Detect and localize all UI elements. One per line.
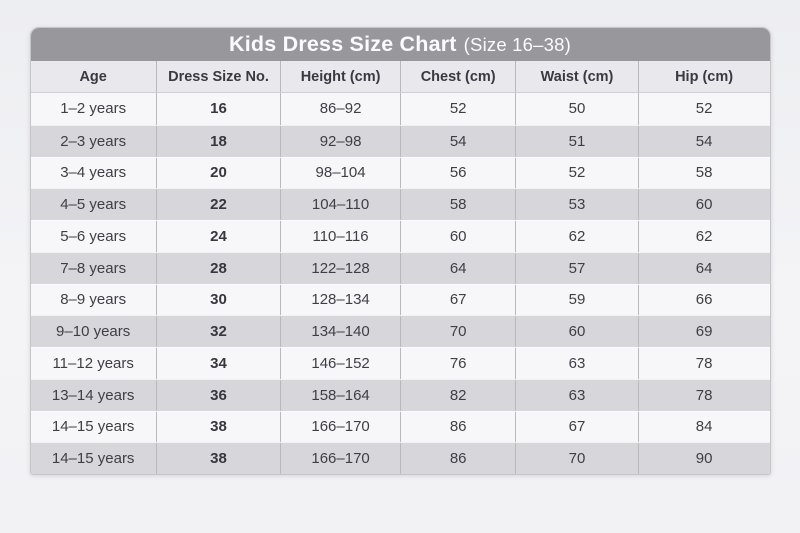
- table-cell: 67: [401, 284, 517, 316]
- table-row: 13–14 years 36 158–164 82 63 78: [30, 378, 770, 411]
- table-cell: 52: [695, 100, 713, 118]
- table-cell: 158–164: [281, 379, 401, 411]
- table-cell: 86: [401, 443, 517, 474]
- table-cell: 63: [516, 379, 639, 411]
- table-cell: 13–14 years: [31, 379, 157, 411]
- table-cell: 82: [401, 379, 517, 411]
- table-cell: 58: [695, 164, 713, 182]
- table-cell: 16: [157, 93, 282, 125]
- table-row: 7–8 years 28 122–128 64 57 64: [30, 251, 770, 284]
- table-cell: 20: [157, 157, 282, 189]
- table-cell: 38: [157, 411, 282, 443]
- table-cell: 98–104: [281, 157, 401, 189]
- table-cell: 78: [695, 354, 713, 372]
- table-row: 11–12 years 34 146–152 76 63 78: [30, 347, 770, 379]
- table-cell: 58: [401, 189, 517, 220]
- column-header-hip: Hip (cm): [675, 68, 734, 85]
- table-cell: 60: [401, 221, 517, 252]
- table-row: 9–10 years 32 134–140 70 60 69: [30, 315, 770, 347]
- table-cell: 84: [695, 418, 713, 436]
- table-cell: 14–15 years: [31, 443, 157, 474]
- table-cell: 2–3 years: [31, 125, 157, 157]
- table-cell: 4–5 years: [31, 189, 157, 220]
- chart-title: Kids Dress Size Chart: [229, 32, 457, 56]
- table-cell: 62: [695, 227, 713, 245]
- table-cell: 63: [516, 348, 639, 379]
- table-cell: 128–134: [281, 284, 401, 316]
- table-cell: 38: [157, 443, 282, 474]
- table-body: 1–2 years 16 86–92 52 50 52 2–3 years 18 92–98 54…: [30, 93, 770, 474]
- table-cell: 54: [695, 132, 713, 150]
- table-cell: 62: [516, 221, 639, 252]
- table-cell: 52: [516, 157, 639, 189]
- table-cell: 50: [516, 93, 639, 125]
- column-header-chest: Chest (cm): [401, 61, 517, 92]
- table-cell: 51: [516, 125, 639, 157]
- table-cell: 67: [516, 411, 639, 443]
- table-cell: 122–128: [281, 252, 401, 284]
- table-cell: 34: [157, 348, 282, 379]
- column-header-age: Age: [31, 61, 157, 92]
- table-cell: 36: [157, 379, 282, 411]
- table-cell: 104–110: [281, 189, 401, 220]
- column-header-height: Height (cm): [281, 61, 401, 92]
- table-cell: 22: [157, 189, 282, 220]
- table-cell: 52: [401, 93, 517, 125]
- table-cell: 60: [516, 316, 639, 347]
- table-row: 1–2 years 16 86–92 52 50 52: [30, 93, 770, 125]
- table-cell: 14–15 years: [31, 411, 157, 443]
- table-cell: 53: [516, 189, 639, 220]
- chart-title-subtitle: (Size 16–38): [463, 33, 571, 55]
- table-cell: 5–6 years: [31, 221, 157, 252]
- table-row: 14–15 years 38 166–170 86 67 84: [30, 410, 770, 443]
- table-cell: 9–10 years: [31, 316, 157, 347]
- column-header-waist: Waist (cm): [516, 61, 639, 92]
- table-header-row: Age Dress Size No. Height (cm) Chest (cm…: [30, 61, 770, 93]
- table-cell: 86: [401, 411, 517, 443]
- table-cell: 24: [157, 221, 282, 252]
- table-cell: 8–9 years: [31, 284, 157, 316]
- table-cell: 57: [516, 252, 639, 284]
- table-cell: 59: [516, 284, 639, 316]
- table-cell: 64: [401, 252, 517, 284]
- table-cell: 64: [695, 259, 713, 277]
- table-cell: 54: [401, 125, 517, 157]
- table-cell: 70: [401, 316, 517, 347]
- table-cell: 166–170: [281, 443, 401, 474]
- table-cell: 134–140: [281, 316, 401, 347]
- table-cell: 86–92: [281, 93, 401, 125]
- table-row: 2–3 years 18 92–98 54 51 54: [30, 124, 770, 157]
- table-cell: 90: [695, 450, 713, 468]
- table-cell: 70: [516, 443, 639, 474]
- table-cell: 60: [695, 196, 713, 214]
- table-cell: 92–98: [281, 125, 401, 157]
- table-row: 5–6 years 24 110–116 60 62 62: [30, 220, 770, 252]
- size-chart-card: Kids Dress Size Chart (Size 16–38) Age D…: [29, 27, 771, 475]
- table-cell: 32: [157, 316, 282, 347]
- table-cell: 69: [695, 323, 713, 341]
- table-cell: 78: [695, 386, 713, 404]
- table-cell: 11–12 years: [31, 348, 157, 379]
- chart-title-bar: Kids Dress Size Chart (Size 16–38): [30, 28, 770, 61]
- table-cell: 166–170: [281, 411, 401, 443]
- table-row: 4–5 years 22 104–110 58 53 60: [30, 188, 770, 220]
- page-background: { "header": { "title_main": "Kids Dress …: [0, 27, 800, 533]
- table-cell: 146–152: [281, 348, 401, 379]
- table-cell: 66: [695, 291, 713, 309]
- table-cell: 28: [157, 252, 282, 284]
- table-cell: 18: [157, 125, 282, 157]
- table-cell: 1–2 years: [31, 93, 157, 125]
- table-cell: 110–116: [281, 221, 401, 252]
- column-header-dress-size: Dress Size No.: [157, 61, 282, 92]
- table-cell: 30: [157, 284, 282, 316]
- table-row: 14–15 years 38 166–170 86 70 90: [30, 442, 770, 474]
- table-cell: 3–4 years: [31, 157, 157, 189]
- table-row: 3–4 years 20 98–104 56 52 58: [30, 156, 770, 189]
- table-cell: 76: [401, 348, 517, 379]
- table-cell: 7–8 years: [31, 252, 157, 284]
- table-row: 8–9 years 30 128–134 67 59 66: [30, 283, 770, 316]
- table-cell: 56: [401, 157, 517, 189]
